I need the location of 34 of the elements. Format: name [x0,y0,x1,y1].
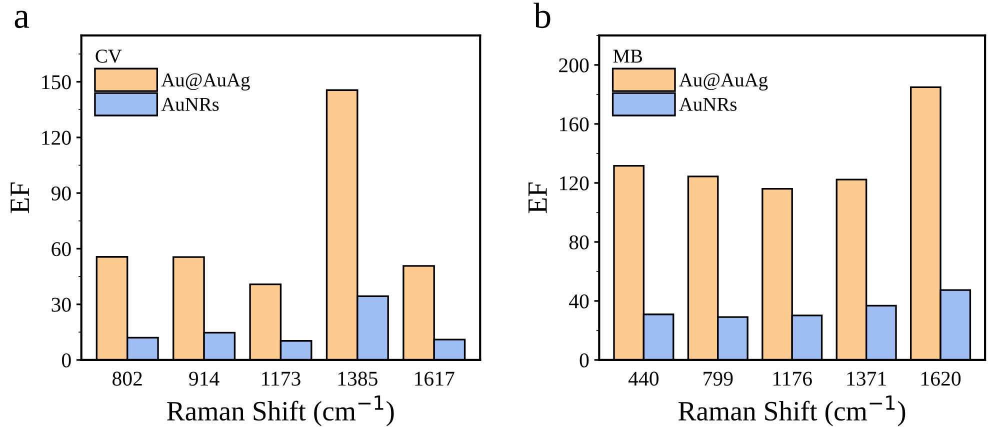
legend-title: CV [96,50,122,63]
x-axis-title: Raman Shift (cm$^{−1}$) [678,396,906,426]
x-tick-label: 440 [628,372,659,386]
y-axis-title: EF [10,182,29,214]
x-tick-label: 1617 [415,372,454,386]
x-tick-label: 1385 [338,372,378,386]
x-tick-label: 1173 [262,372,300,386]
y-tick-label: 200 [559,58,589,72]
y-tick-label: 40 [569,294,589,308]
x-tick-label: 914 [189,372,220,386]
y-tick-label: 120 [560,176,589,190]
y-tick-label: 0 [580,353,589,368]
legend-label: Au@AuAg [161,73,250,91]
y-tick-label: 60 [52,242,71,256]
y-axis-title: EF [528,182,547,214]
legend-label: AuNRs [161,98,219,111]
legend-label: Au@AuAg [679,73,768,91]
chart-title: b [534,2,550,28]
y-tick-label: 120 [42,130,71,145]
chart-title: a [14,10,30,28]
x-tick-label: 1371 [847,372,886,386]
x-tick-label: 1620 [922,372,961,386]
x-tick-label: 799 [704,372,733,386]
x-axis-title: Raman Shift (cm$^{−1}$) [167,396,394,426]
x-tick-label: 1176 [774,372,812,386]
legend-label: AuNRs [679,98,737,111]
y-tick-label: 90 [51,186,71,200]
y-tick-label: 80 [569,235,589,250]
y-tick-label: 160 [560,117,589,132]
y-tick-label: 30 [52,298,71,312]
legend-title: MB [613,50,642,63]
x-tick-label: 802 [112,372,142,386]
y-tick-label: 0 [62,353,71,368]
y-tick-label: 150 [42,75,71,90]
